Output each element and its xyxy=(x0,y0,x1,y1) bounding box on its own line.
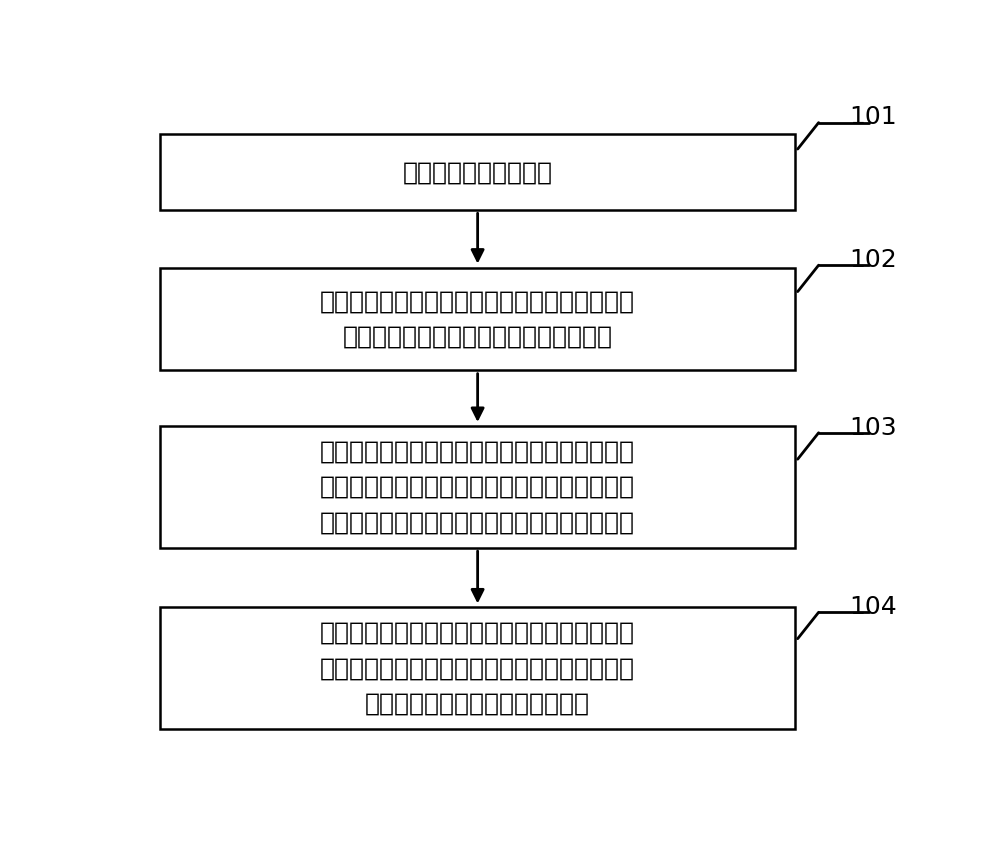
Text: 102: 102 xyxy=(850,248,897,272)
FancyBboxPatch shape xyxy=(160,135,795,210)
FancyBboxPatch shape xyxy=(160,426,795,548)
Text: 当横截面尺寸满足预设校准件频率要求时，对横
截面尺寸进行优化，得到最优横截面尺寸: 当横截面尺寸满足预设校准件频率要求时，对横 截面尺寸进行优化，得到最优横截面尺寸 xyxy=(320,290,635,349)
Text: 104: 104 xyxy=(850,595,897,619)
Text: 101: 101 xyxy=(850,105,897,129)
Text: 确定传输线横截面尺寸: 确定传输线横截面尺寸 xyxy=(403,160,553,184)
Text: 根据校准件尺寸进行半导体工艺加工，并对加工
完成的校准件中的负载校准件的电阻进行激光修
阻，对修阻后所有校准件进行定值: 根据校准件尺寸进行半导体工艺加工，并对加工 完成的校准件中的负载校准件的电阻进行… xyxy=(320,621,635,716)
FancyBboxPatch shape xyxy=(160,608,795,729)
Text: 103: 103 xyxy=(850,416,897,440)
FancyBboxPatch shape xyxy=(160,268,795,370)
Text: 基于最优横截面尺寸设置多组传输线，确定多组
传输线中特征阻抗与预设阻抗值最接近的目标传
输线，并基于目标传输线确定对应的校准件尺寸: 基于最优横截面尺寸设置多组传输线，确定多组 传输线中特征阻抗与预设阻抗值最接近的… xyxy=(320,440,635,534)
